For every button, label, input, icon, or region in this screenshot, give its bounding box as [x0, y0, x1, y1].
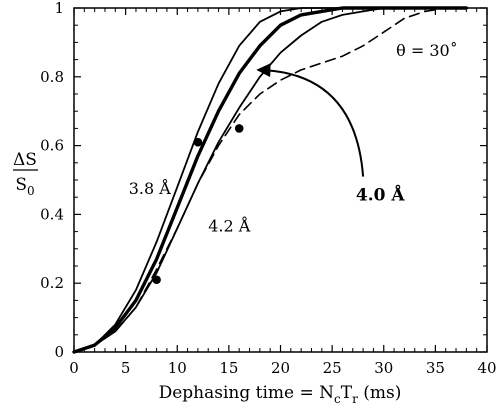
- data-point-1: [152, 275, 161, 285]
- data-point-2: [193, 137, 203, 147]
- annotation-layer: 3.8 Å 4.2 Å 4.0 Å θ = 30˚: [129, 41, 458, 235]
- x-axis-label-sub2: r: [352, 392, 358, 406]
- y-tick-label-0-2: 0.2: [40, 274, 64, 292]
- x-tick-label-20: 20: [271, 359, 290, 377]
- annotation-label-30: θ = 30˚: [396, 41, 458, 60]
- x-axis-label-suffix: (ms): [358, 383, 402, 403]
- x-tick-label-40: 40: [477, 359, 496, 377]
- y-tick-label-0-6: 0.6: [40, 137, 64, 155]
- y-axis-label-denominator-main: S: [15, 175, 27, 195]
- annotation-label-4-0: 4.0 Å: [356, 184, 405, 206]
- points-layer: [152, 124, 244, 285]
- x-tick-label-35: 35: [426, 359, 445, 377]
- annotation-label-3-8: 3.8 Å: [129, 178, 172, 198]
- x-tick-label-0: 0: [69, 359, 79, 377]
- annotation-arrow: [256, 63, 365, 177]
- x-tick-label-30: 30: [374, 359, 393, 377]
- x-tick-label-5: 5: [121, 359, 131, 377]
- x-tick-label-10: 10: [168, 359, 187, 377]
- x-axis-label-sub1: c: [334, 392, 341, 406]
- axes-layer: 0 5 10 15 20 25 30 35 40 0 0.2 0.4 0.6 0.8 1: [40, 0, 496, 377]
- y-tick-label-0: 0: [54, 343, 64, 361]
- x-tick-label-15: 15: [219, 359, 238, 377]
- y-axis-label-numerator: ΔS: [13, 150, 37, 170]
- annotation-label-4-2: 4.2 Å: [208, 216, 251, 236]
- series-line-30: [73, 7, 468, 353]
- y-axis-label-denominator-sub: 0: [27, 184, 35, 198]
- x-tick-label-25: 25: [323, 359, 342, 377]
- y-tick-label-1: 1: [54, 0, 64, 17]
- y-axis-label-denominator: S0: [15, 175, 34, 198]
- y-axis-label: ΔS S0: [13, 150, 38, 198]
- data-point-3: [234, 124, 244, 133]
- y-tick-label-0-8: 0.8: [40, 68, 64, 86]
- x-axis-label-mid: T: [341, 383, 353, 403]
- x-axis-label: Dephasing time = NcTr (ms): [159, 383, 402, 406]
- x-axis-label-prefix: Dephasing time = N: [159, 383, 335, 403]
- y-tick-label-0-4: 0.4: [40, 205, 64, 223]
